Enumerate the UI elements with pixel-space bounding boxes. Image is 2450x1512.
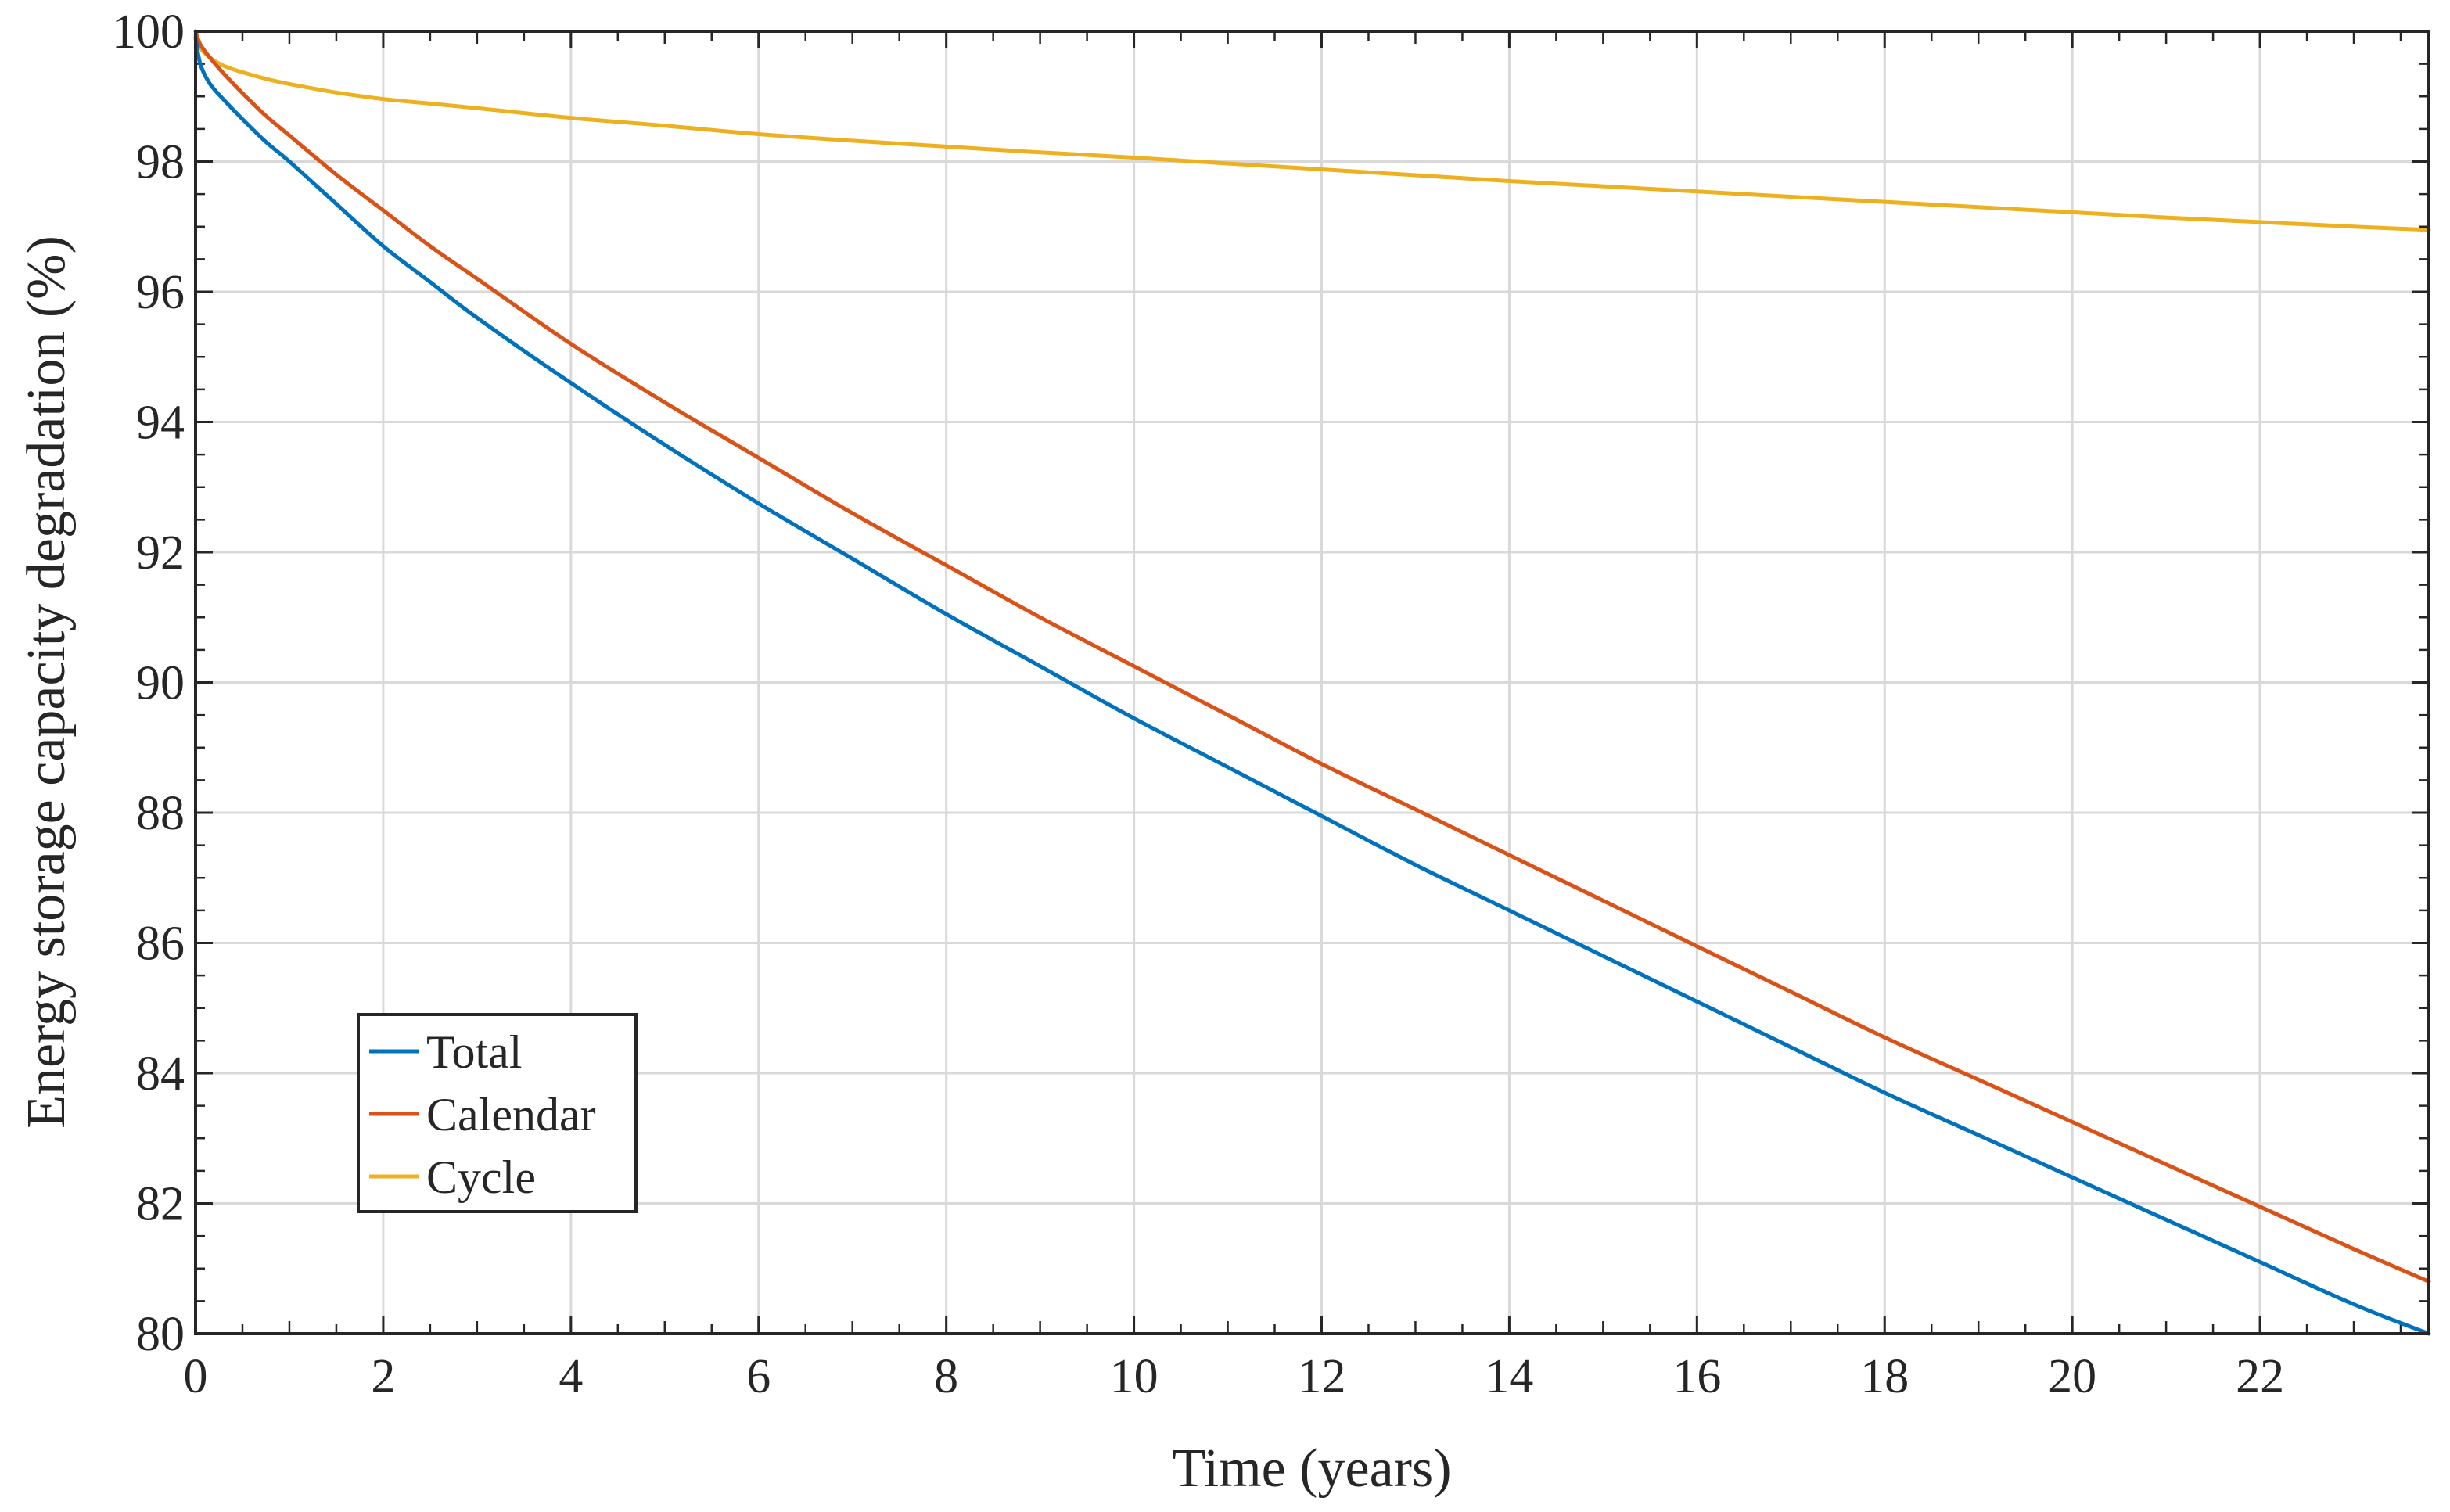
x-tick-label: 0 [184,1350,208,1403]
legend-label-calendar: Calendar [426,1089,596,1140]
y-tick-label: 96 [136,266,185,319]
y-axis-title: Energy storage capacity degradation (%) [16,235,77,1129]
x-tick-label: 12 [1297,1350,1345,1403]
y-tick-label: 100 [112,5,185,59]
y-tick-label: 94 [136,397,185,450]
y-tick-labels: 80 82 84 86 88 90 92 94 96 98 100 [112,5,185,1361]
y-tick-label: 84 [136,1047,185,1101]
legend-label-total: Total [426,1026,522,1078]
x-tick-label: 20 [2048,1350,2096,1403]
x-tick-label: 10 [1110,1350,1159,1403]
x-tick-labels: 0 2 4 6 8 10 12 14 16 18 20 22 [184,1350,2285,1403]
x-tick-label: 22 [2236,1350,2284,1403]
series-line-calendar [193,29,2431,1284]
series-lines [193,29,2431,1336]
x-tick-label: 4 [559,1350,583,1403]
y-tick-label: 80 [136,1308,185,1361]
x-tick-label: 6 [746,1350,771,1403]
series-line-total [193,35,2431,1336]
grid-lines [196,31,2429,1334]
x-tick-label: 8 [934,1350,958,1403]
y-tick-label: 98 [136,136,185,189]
x-tick-label: 18 [1860,1350,1909,1403]
legend: Total Calendar Cycle [357,1013,638,1213]
y-tick-label: 82 [136,1178,185,1231]
x-tick-label: 16 [1672,1350,1721,1403]
y-tick-label: 90 [136,657,185,710]
y-tick-label: 88 [136,787,185,840]
x-tick-label: 2 [371,1350,395,1403]
legend-label-cycle: Cycle [426,1151,536,1203]
y-tick-label: 92 [136,526,185,580]
x-tick-label: 14 [1485,1350,1533,1403]
plot-frame [194,30,2430,1335]
series-line-cycle [193,32,2431,232]
y-tick-label: 86 [136,918,185,971]
x-axis-title: Time (years) [1172,1438,1451,1499]
